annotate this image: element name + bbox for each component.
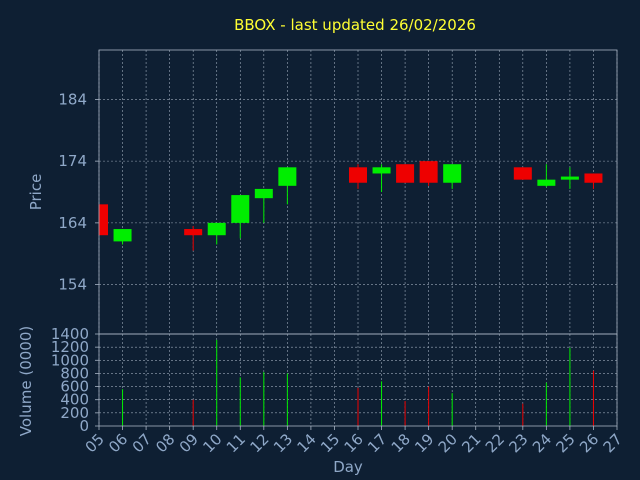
day-axis-label: Day <box>333 458 363 476</box>
chart-title: BBOX - last updated 26/02/2026 <box>234 16 476 34</box>
candle-17 <box>372 164 391 192</box>
volume-tick-label: 600 <box>60 378 89 396</box>
candle-16 <box>349 164 367 189</box>
day-tick-label: 23 <box>505 430 531 456</box>
volume-tick-label: 800 <box>60 364 89 382</box>
candle-24 <box>537 164 556 188</box>
candle-body <box>349 167 367 183</box>
day-tick-label: 26 <box>576 430 602 456</box>
day-tick-labels: 0506070809101112131415161718192021222324… <box>82 426 626 456</box>
price-tick-label: 174 <box>58 152 87 170</box>
volume-tick-label: 1000 <box>51 351 89 369</box>
candle-body <box>372 167 391 174</box>
candle-20 <box>443 164 462 189</box>
candle-body <box>254 188 273 199</box>
price-grid <box>98 50 618 334</box>
volume-tick-label: 1400 <box>51 325 89 343</box>
price-axis-label: Price <box>27 174 45 211</box>
day-tick-label: 12 <box>246 430 272 456</box>
day-tick-label: 11 <box>223 430 249 456</box>
day-tick-label: 13 <box>270 430 296 456</box>
day-tick-label: 24 <box>529 430 555 456</box>
volume-tick-label: 1200 <box>51 338 89 356</box>
candle-25 <box>560 167 579 189</box>
candle-body <box>207 222 226 236</box>
candle-body <box>419 161 438 183</box>
candle-body <box>278 167 297 186</box>
candle-body <box>560 176 579 180</box>
day-tick-label: 19 <box>411 430 437 456</box>
volume-tick-label: 200 <box>60 404 89 422</box>
candle-body <box>537 179 556 186</box>
day-tick-label: 06 <box>105 430 131 456</box>
candle-body <box>99 204 108 236</box>
candle-body <box>396 164 415 183</box>
volume-bars <box>122 339 594 426</box>
candle-11 <box>231 195 250 239</box>
candle-body <box>443 164 462 183</box>
candle-23 <box>513 167 532 180</box>
day-tick-label: 07 <box>129 430 155 456</box>
candle-body <box>184 229 203 236</box>
volume-plot-frame <box>98 333 618 427</box>
day-tick-label: 17 <box>364 430 390 456</box>
candle-09 <box>184 225 203 251</box>
day-tick-label: 21 <box>458 430 484 456</box>
price-tick-label: 184 <box>58 90 87 108</box>
volume-tick-label: 0 <box>79 417 89 435</box>
volume-tick-label: 400 <box>60 391 89 409</box>
day-tick-label: 08 <box>152 430 178 456</box>
candle-12 <box>254 188 273 223</box>
candle-18 <box>396 164 415 183</box>
day-tick-label: 09 <box>176 430 202 456</box>
price-tick-label: 164 <box>58 214 87 232</box>
day-tick-label: 18 <box>388 430 414 456</box>
candle-05 <box>98 204 108 236</box>
day-tick-label: 27 <box>600 430 626 456</box>
candle-26 <box>584 173 603 189</box>
candle-10 <box>207 222 226 245</box>
price-tick-labels: 154 164 174 184 <box>58 90 99 294</box>
price-tick-label: 154 <box>58 276 87 294</box>
candle-06 <box>113 229 132 245</box>
candle-body <box>584 173 603 183</box>
day-tick-label: 14 <box>294 430 320 456</box>
candle-body <box>231 195 250 223</box>
candle-body <box>113 229 132 242</box>
day-tick-label: 25 <box>553 430 579 456</box>
candlesticks <box>98 161 603 251</box>
day-tick-label: 20 <box>435 430 461 456</box>
candle-13 <box>278 167 297 205</box>
day-tick-label: 16 <box>341 430 367 456</box>
day-tick-label: 15 <box>317 430 343 456</box>
day-tick-label: 22 <box>482 430 508 456</box>
candle-body <box>513 167 532 180</box>
day-tick-label: 10 <box>199 430 225 456</box>
candle-19 <box>419 161 438 186</box>
volume-axis-label: Volume (0000) <box>17 326 35 436</box>
